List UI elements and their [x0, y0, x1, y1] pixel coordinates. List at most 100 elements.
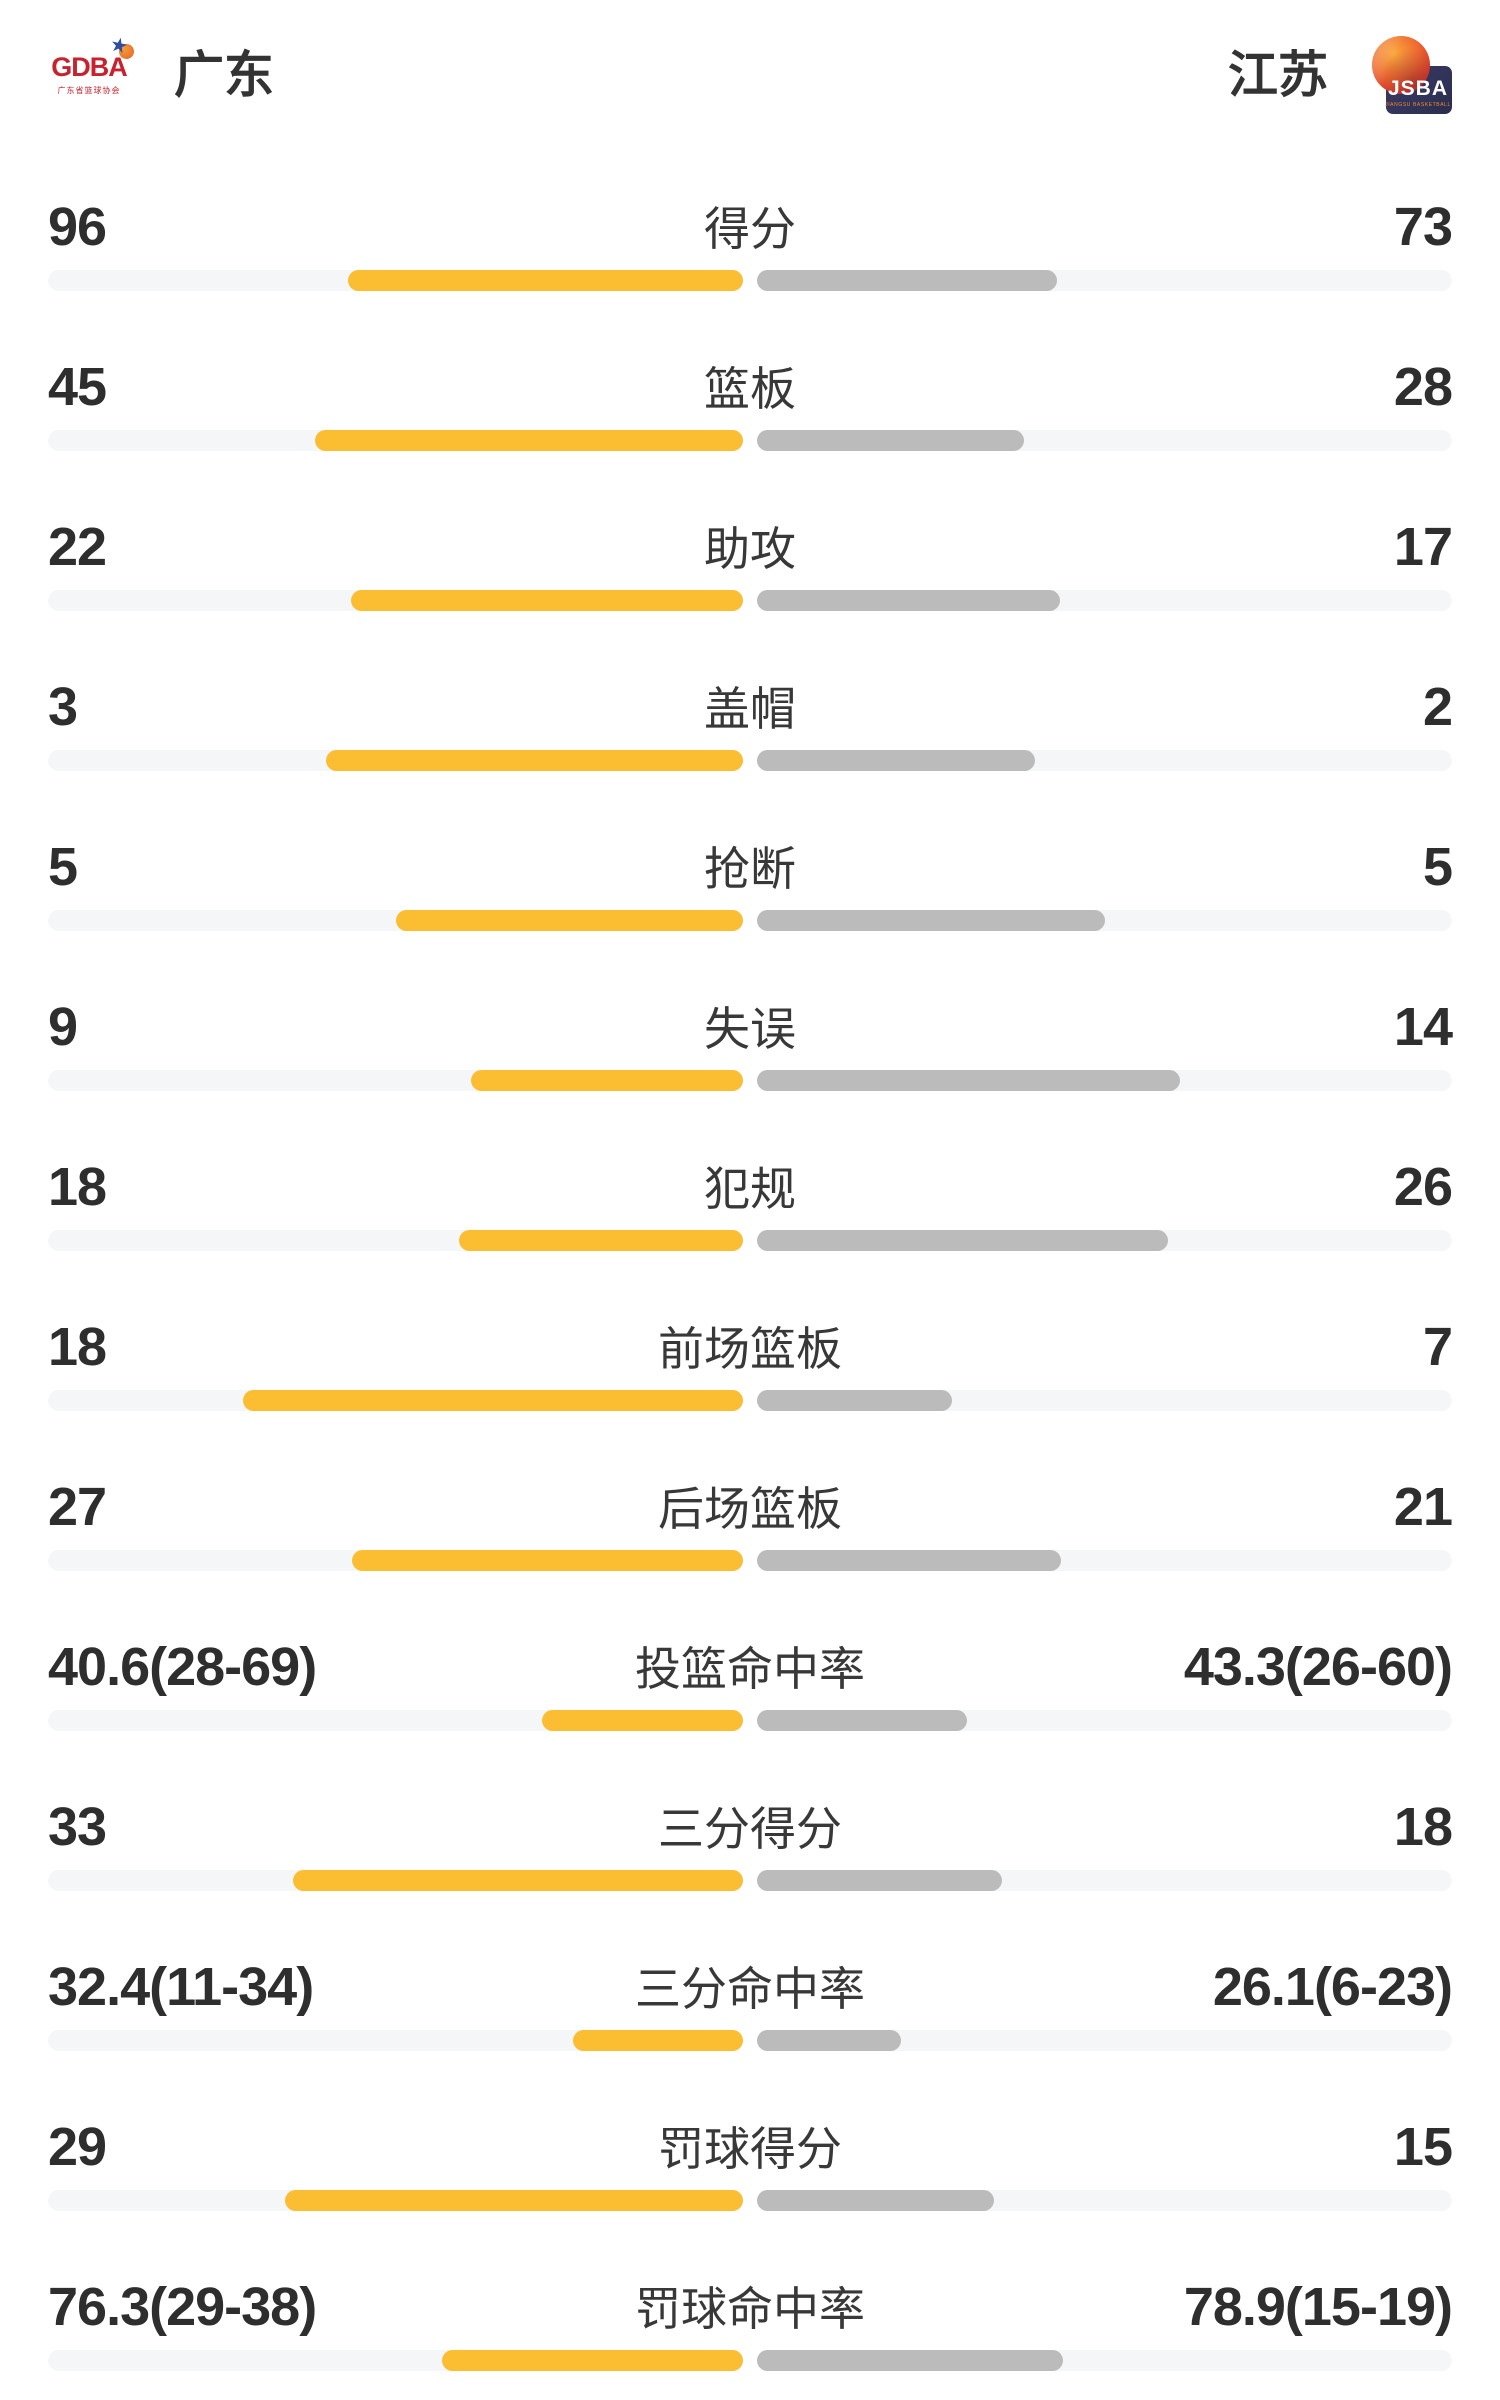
comparison-bars	[48, 1230, 1452, 1251]
stat-label: 助攻	[704, 523, 796, 575]
away-value: 5	[1422, 837, 1453, 897]
home-bar-fill	[293, 1870, 743, 1891]
stat-row: 18 犯规 26	[48, 1110, 1453, 1270]
home-bar-fill	[458, 1230, 743, 1251]
basketball-icon	[1372, 36, 1430, 94]
stat-line: 32.4(11-34) 三分命中率 26.1(6-23)	[48, 1957, 1453, 2017]
comparison-bars	[48, 1390, 1452, 1411]
home-value: 3	[48, 677, 78, 737]
comparison-bars	[48, 270, 1452, 291]
home-bar-fill	[326, 750, 743, 771]
home-bar-track	[48, 2190, 743, 2211]
stat-label: 篮板	[704, 363, 796, 415]
away-bar-track	[757, 590, 1452, 611]
stat-row: 96 得分 73	[48, 150, 1453, 310]
away-value: 18	[1393, 1797, 1453, 1857]
home-value: 29	[48, 2117, 107, 2177]
away-logo-subtitle: JIANGSU BASKETBALL	[1385, 102, 1451, 108]
teams-header: ★ GDBA 广东省篮球协会 广东 江苏 JSBA JIANGSU BASKET…	[48, 0, 1452, 150]
basketball-icon	[119, 44, 134, 59]
away-bar-track	[757, 1230, 1452, 1251]
away-team-logo: JSBA JIANGSU BASKETBALL	[1372, 36, 1452, 114]
stat-line: 27 后场篮板 21	[48, 1480, 1453, 1534]
away-bar-track	[757, 430, 1452, 451]
away-bar-fill	[757, 590, 1061, 611]
away-bar-fill	[757, 1230, 1168, 1251]
away-bar-track	[757, 1870, 1452, 1891]
comparison-bars	[48, 2030, 1452, 2051]
stat-row: 9 失误 14	[48, 950, 1453, 1110]
away-value: 17	[1393, 517, 1453, 577]
home-bar-track	[48, 1070, 743, 1091]
home-value: 32.4(11-34)	[48, 1957, 314, 2017]
home-value: 5	[48, 837, 78, 897]
away-bar-track	[757, 1070, 1452, 1091]
away-bar-fill	[757, 750, 1035, 771]
stat-row: 32.4(11-34) 三分命中率 26.1(6-23)	[48, 1910, 1453, 2070]
away-bar-fill	[757, 270, 1058, 291]
home-value: 45	[48, 357, 107, 417]
away-bar-fill	[757, 2030, 901, 2051]
stat-row: 22 助攻 17	[48, 470, 1453, 630]
stat-line: 3 盖帽 2	[48, 677, 1453, 737]
away-value: 26	[1393, 1157, 1453, 1217]
stat-label: 罚球命中率	[635, 2283, 865, 2335]
home-value: 18	[48, 1317, 107, 1377]
home-value: 9	[48, 997, 78, 1057]
home-value: 18	[48, 1157, 107, 1217]
away-bar-track	[757, 1710, 1452, 1731]
away-bar-track	[757, 270, 1452, 291]
home-team-name: 广东	[174, 47, 274, 103]
away-bar-fill	[757, 1390, 952, 1411]
comparison-bars	[48, 910, 1452, 931]
stat-line: 18 犯规 26	[48, 1157, 1453, 1217]
stat-label: 盖帽	[704, 683, 796, 735]
away-bar-fill	[757, 1710, 967, 1731]
comparison-bars	[48, 590, 1452, 611]
away-team-name: 江苏	[1228, 47, 1328, 103]
home-bar-fill	[351, 1550, 743, 1571]
stat-line: 45 篮板 28	[48, 357, 1453, 417]
stat-row: 29 罚球得分 15	[48, 2070, 1453, 2230]
stat-label: 投篮命中率	[635, 1643, 865, 1695]
stat-line: 9 失误 14	[48, 997, 1453, 1057]
stats-list: 96 得分 73 45 篮板 28	[48, 150, 1453, 2390]
home-bar-fill	[351, 590, 743, 611]
home-team-logo: ★ GDBA 广东省篮球协会	[48, 33, 134, 108]
home-bar-fill	[242, 1390, 743, 1411]
home-bar-fill	[395, 910, 743, 931]
stat-line: 40.6(28-69) 投篮命中率 43.3(26-60)	[48, 1640, 1453, 1695]
home-bar-track	[48, 910, 743, 931]
stat-label: 前场篮板	[658, 1323, 842, 1375]
away-bar-track	[757, 1550, 1452, 1571]
away-value: 14	[1393, 997, 1453, 1057]
away-bar-fill	[757, 1870, 1003, 1891]
home-team: ★ GDBA 广东省篮球协会 广东	[48, 33, 274, 108]
away-logo-abbr: JSBA	[1387, 77, 1449, 100]
home-bar-fill	[442, 2350, 743, 2371]
comparison-bars	[48, 1070, 1452, 1091]
stat-row: 3 盖帽 2	[48, 630, 1453, 790]
comparison-bars	[48, 2350, 1452, 2371]
stat-line: 22 助攻 17	[48, 517, 1453, 577]
home-bar-track	[48, 750, 743, 771]
away-bar-fill	[757, 1070, 1181, 1091]
away-bar-fill	[757, 430, 1024, 451]
stat-row: 27 后场篮板 21	[48, 1430, 1453, 1590]
away-team: 江苏 JSBA JIANGSU BASKETBALL	[1228, 36, 1452, 114]
home-bar-track	[48, 1870, 743, 1891]
home-bar-fill	[348, 270, 743, 291]
comparison-bars	[48, 1550, 1452, 1571]
home-bar-fill	[542, 1710, 743, 1731]
home-bar-track	[48, 1390, 743, 1411]
stat-line: 5 抢断 5	[48, 837, 1453, 897]
stat-row: 5 抢断 5	[48, 790, 1453, 950]
stat-row: 76.3(29-38) 罚球命中率 78.9(15-19)	[48, 2230, 1453, 2390]
away-bar-fill	[757, 1550, 1062, 1571]
away-bar-track	[757, 1390, 1452, 1411]
away-value: 7	[1422, 1317, 1453, 1377]
away-bar-track	[757, 2190, 1452, 2211]
home-logo-abbr: GDBA	[51, 52, 127, 82]
away-bar-fill	[757, 910, 1105, 931]
comparison-bars	[48, 430, 1452, 451]
